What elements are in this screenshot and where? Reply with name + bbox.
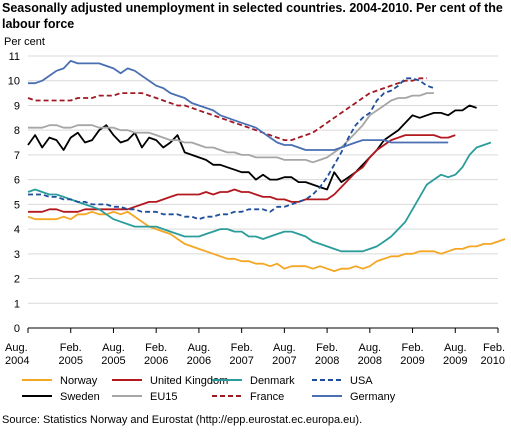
series-line-norway (27, 210, 506, 273)
x-tick-label: 2005 (58, 355, 82, 367)
x-tick-label: Feb. (402, 342, 424, 354)
legend-label: Germany (350, 391, 396, 403)
x-tick-label: 2007 (272, 355, 296, 367)
y-tick-label: 0 (14, 323, 20, 335)
x-tick-label: Aug. (102, 342, 125, 354)
y-tick-label: 1 (14, 298, 20, 310)
legend-label: France (250, 391, 284, 403)
x-tick-label: Feb. (316, 342, 338, 354)
y-tick-label: 5 (14, 199, 20, 211)
x-tick-label: 2008 (358, 355, 382, 367)
legend-label: United Kingdom (150, 375, 228, 387)
legend-label: Denmark (250, 375, 295, 387)
legend-label: Norway (60, 375, 98, 387)
x-tick-label: 2006 (187, 355, 211, 367)
grid-layer (28, 55, 498, 329)
series-line-united-kingdom (28, 134, 456, 213)
legend-label: Sweden (60, 391, 100, 403)
x-tick-label: 2007 (229, 355, 253, 367)
series-line-denmark (27, 141, 492, 253)
series-line-eu15 (28, 92, 434, 164)
x-tick-label: Feb. (231, 342, 253, 354)
x-tick-label: Aug. (358, 342, 381, 354)
x-tick-label: Aug. (5, 342, 28, 354)
x-tick-label: Aug. (188, 342, 211, 354)
x-tick-label: 2009 (400, 355, 424, 367)
series-line-sweden (27, 104, 477, 191)
x-tick-label: 2009 (443, 355, 467, 367)
chart-title: Seasonally adjusted unemployment in sele… (2, 1, 503, 31)
x-tick-label: Aug. (444, 342, 467, 354)
y-axis-label: Per cent (4, 36, 45, 48)
x-tick-label: Feb. (60, 342, 82, 354)
y-tick-label: 3 (14, 249, 20, 261)
series-line-germany (28, 60, 449, 151)
legend-label: EU15 (150, 391, 178, 403)
axis-layer: Per cent01234567891011Aug.2004Feb.2005Au… (4, 36, 505, 367)
x-tick-label: Feb. (145, 342, 167, 354)
x-tick-label: Feb. (483, 342, 505, 354)
x-tick-label: 2005 (101, 355, 125, 367)
x-tick-label: 2008 (315, 355, 339, 367)
y-tick-label: 11 (9, 51, 20, 63)
series-line-usa (28, 77, 435, 221)
y-tick-label: 2 (14, 274, 20, 286)
series-line-france (27, 77, 427, 142)
y-tick-label: 4 (14, 224, 20, 236)
y-tick-label: 10 (8, 76, 20, 88)
x-tick-label: Aug. (273, 342, 296, 354)
y-tick-label: 8 (14, 125, 20, 137)
x-tick-label: 2010 (481, 355, 505, 367)
x-tick-label: 2006 (144, 355, 168, 367)
y-tick-label: 6 (14, 175, 20, 187)
y-tick-label: 9 (14, 100, 20, 112)
series-layer (27, 60, 506, 273)
legend: Norway United Kingdom Denmark USA Sweden EU15… (22, 375, 396, 403)
legend-label: USA (350, 375, 373, 387)
y-tick-label: 7 (14, 150, 20, 162)
x-tick-label: 2004 (5, 355, 29, 367)
source-note: Source: Statistics Norway and Eurostat (… (2, 414, 363, 426)
